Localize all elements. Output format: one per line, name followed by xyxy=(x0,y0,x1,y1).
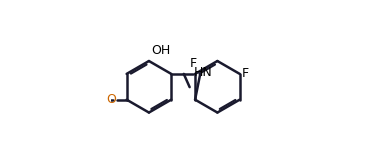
Text: HN: HN xyxy=(194,66,213,79)
Text: F: F xyxy=(190,57,197,70)
Text: F: F xyxy=(242,67,249,80)
Text: OH: OH xyxy=(151,44,171,57)
Text: O: O xyxy=(107,93,116,106)
